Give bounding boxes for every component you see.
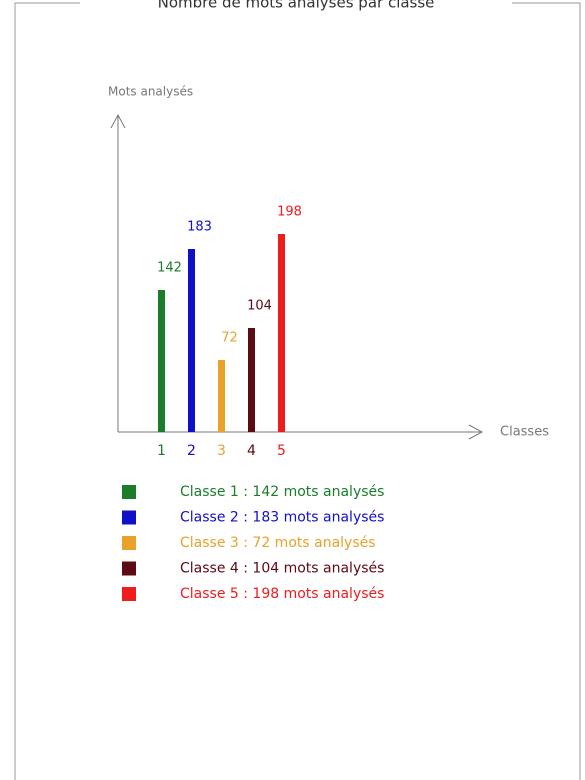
x-tick-label: 5: [277, 443, 286, 459]
legend-swatch: [122, 561, 136, 576]
chart-title: Nombre de mots analysés par classe: [158, 0, 435, 12]
legend-swatch: [122, 587, 136, 601]
x-tick-label: 1: [157, 443, 166, 459]
legend-label: Classe 4 : 104 mots analysés: [180, 561, 384, 577]
bar: [218, 360, 225, 432]
legend-label: Classe 5 : 198 mots analysés: [180, 586, 384, 602]
value-label: 104: [247, 299, 272, 314]
frame: [14, 2, 581, 780]
value-label: 183: [187, 220, 212, 235]
value-label: 142: [157, 261, 182, 276]
y-axis-label: Mots analysés: [108, 85, 193, 99]
legend-label: Classe 2 : 183 mots analysés: [180, 510, 384, 526]
title-background: [80, 0, 512, 14]
bar: [248, 328, 255, 432]
x-tick-label: 2: [187, 443, 196, 459]
value-label: 72: [221, 331, 238, 346]
legend-swatch: [122, 485, 136, 499]
legend-label: Classe 3 : 72 mots analysés: [180, 535, 376, 551]
x-arrow: [468, 424, 484, 440]
y-arrow: [110, 113, 126, 129]
x-tick-label: 4: [247, 443, 256, 459]
value-label: 198: [277, 205, 302, 220]
bar: [188, 249, 195, 432]
x-axis-label: Classes: [500, 425, 549, 440]
legend-swatch: [122, 510, 136, 525]
bar: [158, 290, 165, 432]
legend-label: Classe 1 : 142 mots analysés: [180, 484, 384, 500]
bar: [278, 234, 285, 432]
legend-swatch: [122, 536, 136, 550]
x-tick-label: 3: [217, 443, 226, 459]
